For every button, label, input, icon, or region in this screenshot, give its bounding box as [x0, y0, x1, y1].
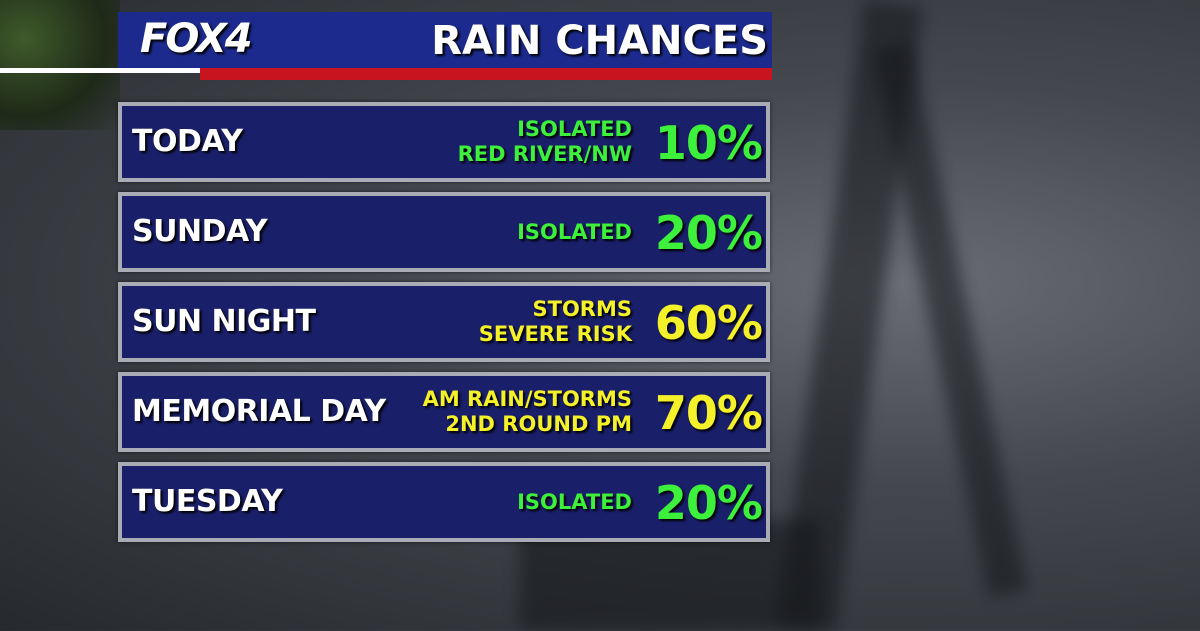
- detail-line: ISOLATED: [517, 219, 632, 244]
- day-label: MEMORIAL DAY: [132, 394, 386, 429]
- title: RAIN CHANCES: [431, 18, 768, 64]
- background-shadow: [872, 41, 1028, 599]
- day-label: SUN NIGHT: [132, 304, 316, 339]
- rain-row: TUESDAY ISOLATED 20%: [118, 462, 770, 542]
- header-bar: [118, 12, 772, 68]
- rain-row: SUN NIGHT STORMS SEVERE RISK 60%: [118, 282, 770, 362]
- header-line: [0, 68, 200, 73]
- chance: 20%: [654, 206, 763, 260]
- day-label: TUESDAY: [132, 484, 283, 519]
- detail-line: ISOLATED: [517, 489, 632, 514]
- detail-line: RED RIVER/NW: [457, 142, 632, 166]
- detail-line: 2ND ROUND PM: [445, 412, 632, 436]
- day-label: SUNDAY: [132, 214, 268, 249]
- detail: ISOLATED RED RIVER/NW: [458, 106, 632, 178]
- detail: ISOLATED: [517, 196, 632, 268]
- detail-line: STORMS: [532, 297, 633, 321]
- detail-line: AM RAIN/STORMS: [422, 387, 632, 411]
- rain-row: TODAY ISOLATED RED RIVER/NW 10%: [118, 102, 770, 182]
- detail: ISOLATED: [517, 466, 632, 538]
- detail-line: SEVERE RISK: [478, 322, 632, 346]
- rain-row: SUNDAY ISOLATED 20%: [118, 192, 770, 272]
- detail-line: ISOLATED: [517, 117, 632, 141]
- detail: STORMS SEVERE RISK: [479, 286, 632, 358]
- chance: 60%: [654, 296, 763, 350]
- header-stripe: [200, 68, 772, 80]
- chance: 20%: [654, 476, 763, 530]
- day-label: TODAY: [132, 124, 243, 159]
- background-grass: [0, 0, 120, 130]
- rain-row: MEMORIAL DAY AM RAIN/STORMS 2ND ROUND PM 70…: [118, 372, 770, 452]
- chance: 70%: [654, 386, 763, 440]
- detail: AM RAIN/STORMS 2ND ROUND PM: [423, 376, 632, 448]
- logo: FOX4: [140, 16, 253, 62]
- chance: 10%: [654, 116, 763, 170]
